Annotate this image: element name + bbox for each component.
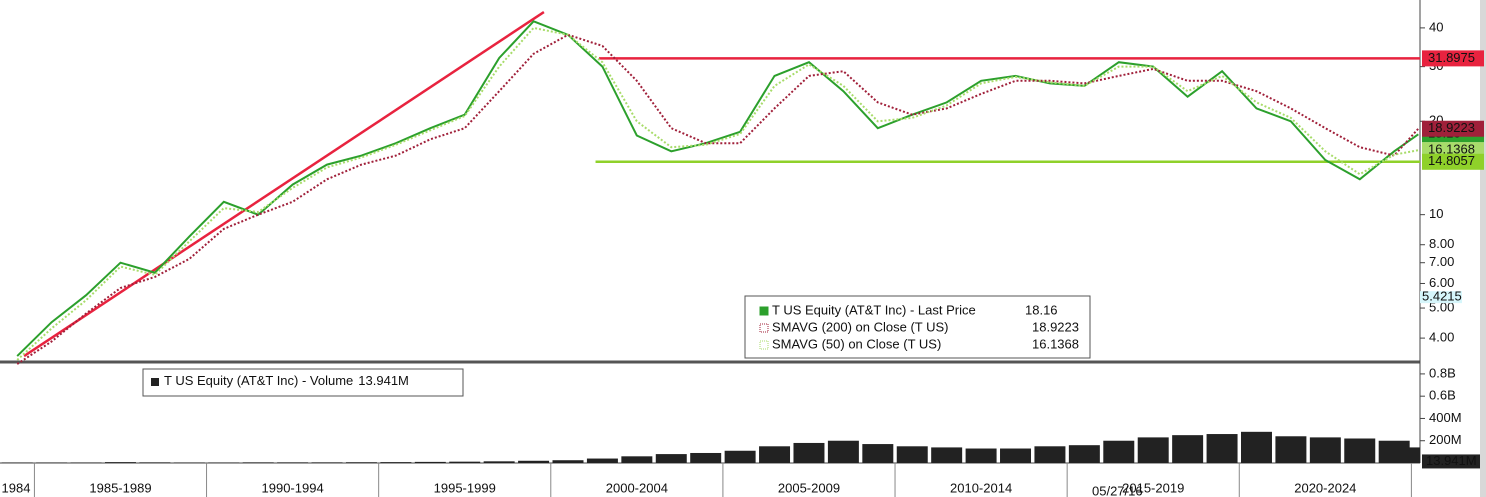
legend-value: 18.16 [1025,302,1058,317]
value-label: 31.8975 [1428,50,1475,65]
legend-label: SMAVG (200) on Close (T US) [772,319,949,334]
volume-bar [139,462,171,463]
volume-bar [1,462,33,463]
legend-box [744,295,1091,359]
volume-bar [483,461,515,463]
value-label: 14.8057 [1428,153,1475,168]
x-tick-label: 1995-1999 [434,480,496,495]
volume-bar [862,444,894,463]
volume-bar [931,447,963,463]
last-volume-label: 13.941M [1426,453,1477,468]
volume-bar [345,462,377,463]
trendline [23,10,545,358]
volume-bar [655,454,687,463]
x-tick-label: 2000-2004 [606,480,668,495]
legend-swatch [151,378,159,386]
y-tick-label: 0.6B [1429,388,1456,403]
volume-bar [1402,447,1420,463]
legend-value: 18.9223 [1032,319,1079,334]
legend-value: 13.941M [358,373,409,388]
volume-bar [1034,446,1066,463]
y-tick-label: 4.00 [1429,330,1454,345]
volume-bar [173,462,205,463]
volume-bar [552,460,584,463]
value-label: 16.1368 [1428,142,1475,157]
cursor-value: 5.4215 [1422,289,1462,304]
legend-swatch [759,323,769,333]
legend-swatch [759,306,769,316]
legend-value: 16.1368 [1032,336,1079,351]
last-volume-box [1422,454,1480,469]
y-tick-label: 7.00 [1429,254,1454,269]
y-tick-label: 8.00 [1429,236,1454,251]
cursor-box [1420,291,1462,304]
volume-bar [1378,440,1410,463]
volume-bar [1240,431,1272,463]
series-line [16,33,1420,365]
volume-bar [724,450,756,463]
y-tick-label: 0.8B [1429,365,1456,380]
series-line [16,20,1419,357]
x-tick-label: 1985-1989 [89,480,151,495]
volume-bar [1068,445,1100,463]
volume-bar [36,462,68,463]
value-label-box [1422,50,1484,67]
legend-box [142,368,464,397]
x-tick-label: 1990-1994 [262,480,324,495]
x-tick-label: 2020-2024 [1294,480,1356,495]
y-tick-label: 10 [1429,206,1443,221]
y-tick-label: 400M [1429,410,1462,425]
legend-label: SMAVG (50) on Close (T US) [772,336,941,351]
volume-bar [104,462,136,463]
volume-bar [1206,434,1238,463]
value-label-box [1422,153,1484,170]
volume-bar [1172,435,1204,463]
legend-label: T US Equity (AT&T Inc) - Last Price [772,302,976,317]
legend-name: T US Equity (AT&T Inc) - Volume [164,373,353,388]
volume-bar [1137,437,1169,463]
volume-bar [793,442,825,463]
volume-bar [414,461,446,463]
cursor-date: 05/27/16 [1092,483,1143,497]
volume-bar [621,456,653,463]
volume-bar [965,448,997,463]
volume-bar [1103,440,1135,463]
value-label-box [1422,120,1484,137]
volume-bar [896,446,928,463]
x-tick-label: 2005-2009 [778,480,840,495]
volume-bar [1275,436,1307,463]
side-strip [1480,0,1486,497]
volume-bar [827,440,859,463]
volume-legend: T US Equity (AT&T Inc) - Volume 13.941M [142,368,464,397]
volume-bar [1000,448,1032,463]
y-tick-label: 40 [1429,19,1443,34]
series-line [16,26,1419,361]
y-tick-label: 5.00 [1429,299,1454,314]
volume-bar [1309,437,1341,463]
volume-bar [380,462,412,463]
volume-bar [277,462,309,463]
legend-label: T US Equity (AT&T Inc) - Volume 13.941M [164,373,409,388]
volume-bar [242,462,274,463]
volume-bar [586,458,618,463]
volume-bar [70,462,102,463]
y-tick-label: 6.00 [1429,275,1454,290]
volume-bar [449,461,481,463]
volume-bar [518,460,550,463]
x-tick-label: 2015-2019 [1122,480,1184,495]
x-tick-label: 2010-2014 [950,480,1012,495]
volume-bar [690,452,722,463]
legend-swatch [759,340,769,350]
volume-bar [1344,438,1376,463]
x-tick-label: 1984 [2,480,31,495]
volume-bar [759,446,791,463]
y-tick-label: 200M [1429,432,1462,447]
legend: T US Equity (AT&T Inc) - Last Price 18.16… [744,295,1091,359]
value-label: 18.9223 [1428,120,1475,135]
volume-bar [208,462,240,463]
volume-bar [311,462,343,463]
